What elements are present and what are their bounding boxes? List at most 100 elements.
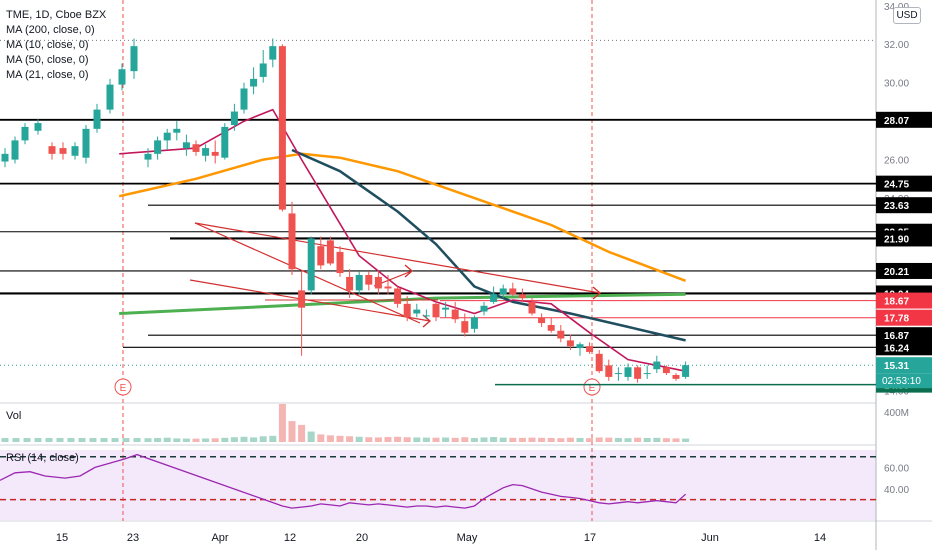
volume-bar xyxy=(250,437,258,442)
price-tag-label: 28.07 xyxy=(884,116,909,127)
candle-body xyxy=(566,340,574,347)
price-tag-label: 15.31 xyxy=(884,361,909,372)
candle-body xyxy=(538,317,546,324)
volume-bar xyxy=(78,438,86,442)
volume-bar xyxy=(634,437,642,442)
price-tag xyxy=(876,262,932,279)
time-tick-label: 12 xyxy=(284,532,296,544)
time-tick-label: 23 xyxy=(127,532,139,544)
candle-body xyxy=(93,109,101,129)
ma21-legend[interactable]: MA (21, close, 0) xyxy=(6,69,89,81)
volume-bar xyxy=(682,438,690,442)
candle-body xyxy=(118,69,126,85)
volume-bar xyxy=(154,438,162,442)
volume-bar xyxy=(23,438,31,442)
volume-bar xyxy=(499,437,507,442)
volume-bar xyxy=(278,404,286,442)
candle-body xyxy=(259,63,267,77)
price-tag-label: 21.90 xyxy=(884,234,909,245)
rsi-label[interactable]: RSI (14, close) xyxy=(6,452,79,464)
volume-bar xyxy=(653,437,661,442)
candle-body xyxy=(432,303,440,318)
price-tag xyxy=(876,357,932,374)
time-tick-label: Jun xyxy=(701,532,719,544)
candle-body xyxy=(451,309,459,320)
countdown-tag xyxy=(876,373,932,389)
volume-bar xyxy=(67,438,75,442)
volume-bar xyxy=(394,436,402,442)
rsi-band xyxy=(0,450,876,520)
currency-badge[interactable]: USD xyxy=(893,7,921,24)
volume-bar xyxy=(384,437,392,442)
volume-bar xyxy=(133,438,141,442)
candle-body xyxy=(1,153,9,162)
volume-bar xyxy=(566,437,574,442)
symbol-title[interactable]: TME, 1D, Cboe BZX xyxy=(6,9,107,21)
volume-bar xyxy=(605,437,613,442)
volume-bar xyxy=(100,438,108,442)
candle-body xyxy=(653,361,661,370)
volume-bar xyxy=(662,438,670,442)
volume-bar xyxy=(122,438,130,442)
legend: TME, 1D, Cboe BZX MA (200, close, 0) MA … xyxy=(6,8,106,83)
candle-body xyxy=(59,148,67,154)
candle-body xyxy=(336,251,344,274)
volume-bar xyxy=(111,438,119,442)
volume-bar xyxy=(480,437,488,442)
countdown-label: 02:53:10 xyxy=(882,376,921,387)
candle-body xyxy=(403,303,411,318)
time-tick-label: 14 xyxy=(814,532,826,544)
candle-body xyxy=(355,275,363,291)
volume-bar xyxy=(518,437,526,442)
volume-bar xyxy=(461,437,469,442)
candle-body xyxy=(192,144,200,152)
price-tag-label: 23.63 xyxy=(884,201,909,212)
candle-body xyxy=(240,88,248,110)
price-tag-label: 17.78 xyxy=(884,314,909,325)
ma50-line xyxy=(291,148,686,342)
price-tick-label: 32.00 xyxy=(884,40,909,51)
candle-body xyxy=(163,132,171,141)
candle-body xyxy=(624,367,632,377)
volume-bar xyxy=(432,437,440,442)
volume-bar xyxy=(173,438,181,442)
candle-body xyxy=(48,146,56,154)
candle-body xyxy=(634,367,642,379)
ma10-legend[interactable]: MA (10, close, 0) xyxy=(6,39,89,51)
volume-bar xyxy=(89,438,97,442)
candle-body xyxy=(605,365,613,377)
price-tag-label: 16.24 xyxy=(884,343,909,354)
trendline-upper xyxy=(194,222,601,294)
price-tag xyxy=(876,339,932,356)
earnings-marker-label: E xyxy=(120,383,127,394)
volume-bar xyxy=(576,438,584,442)
volume-bar xyxy=(413,437,421,442)
candle-body xyxy=(643,373,651,375)
candle-body xyxy=(442,307,450,310)
candle-body xyxy=(182,142,190,149)
volume-bar xyxy=(528,437,536,442)
ma50-legend[interactable]: MA (50, close, 0) xyxy=(6,54,89,66)
volume-bar xyxy=(240,436,248,442)
volume-label[interactable]: Vol xyxy=(6,410,22,422)
candle-body xyxy=(221,126,229,158)
ma10-line xyxy=(119,108,686,372)
volume-tick-label: 400M xyxy=(884,408,909,419)
volume-bar xyxy=(490,437,498,442)
candle-body xyxy=(106,84,114,110)
price-tag-label: 20.21 xyxy=(884,267,909,278)
candle-body xyxy=(298,290,306,308)
trendline-diagonal xyxy=(194,222,421,324)
volume-bar xyxy=(538,437,546,442)
candle-body xyxy=(490,294,498,302)
candle-body xyxy=(365,275,373,285)
volume-bar xyxy=(470,438,478,442)
ma200-legend[interactable]: MA (200, close, 0) xyxy=(6,24,95,36)
candle-body xyxy=(71,146,79,156)
candle-body xyxy=(547,325,555,331)
volume-bar xyxy=(269,435,277,442)
price-tag-label: 24.75 xyxy=(884,180,909,191)
volume-bar xyxy=(442,437,450,442)
